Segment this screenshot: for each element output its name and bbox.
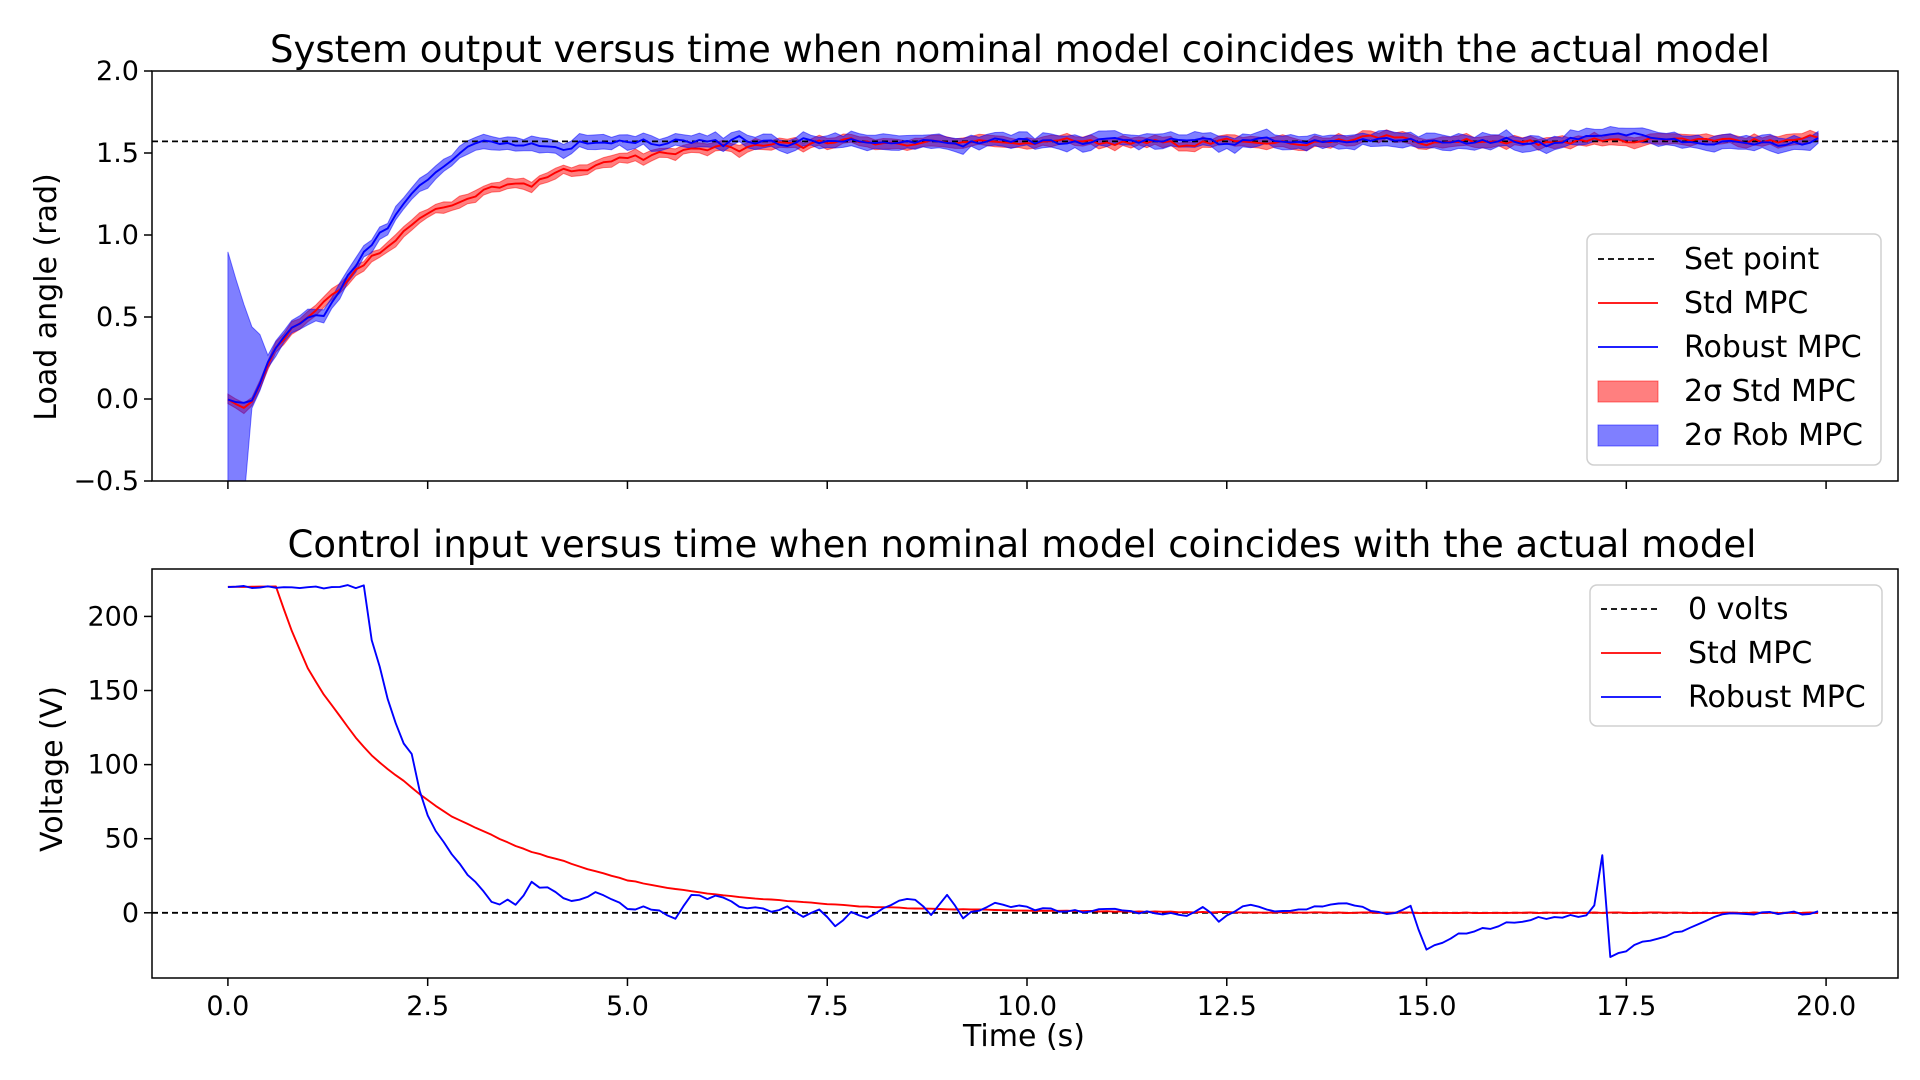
bottom-y-tick-label: 50 — [105, 824, 139, 855]
bottom-robust-mpc-line — [227, 584, 1819, 958]
legend-robust-label: Robust MPC — [1684, 330, 1862, 365]
legend-zero-label: 0 volts — [1688, 592, 1788, 627]
bottom-y-axis-label: Voltage (V) — [35, 686, 70, 852]
top-legend: Set point Std MPC Robust MPC 2σ Std MPC … — [1586, 233, 1882, 466]
bottom-y-tick-label: 100 — [87, 750, 139, 781]
bottom-chart-title: Control input versus time when nominal m… — [288, 523, 1757, 566]
bottom-x-tick-label: 0.0 — [206, 991, 249, 1022]
top-y-tick-label: 0.0 — [96, 384, 139, 415]
top-clipped-group — [152, 125, 1898, 481]
top-y-tick-label: 1.0 — [96, 220, 139, 251]
top-robust-mpc-line — [227, 132, 1819, 404]
bottom-x-axis-label: Time (s) — [962, 1019, 1085, 1054]
legend-std-band-label: 2σ Std MPC — [1684, 374, 1856, 409]
top-y-tick-label: 2.0 — [96, 56, 139, 87]
bottom-x-tick-label: 5.0 — [606, 991, 649, 1022]
top-y-tick-label: 1.5 — [96, 138, 139, 169]
bottom-x-tick-label: 12.5 — [1197, 991, 1257, 1022]
top-panel: System output versus time when nominal m… — [29, 28, 1899, 497]
top-chart-title: System output versus time when nominal m… — [270, 28, 1770, 71]
top-y-tick-label: −0.5 — [73, 466, 139, 497]
legend-rob-band-swatch — [1597, 424, 1659, 447]
bottom-x-tick-label: 20.0 — [1796, 991, 1856, 1022]
bottom-clipped-group — [152, 584, 1898, 958]
legend-setpoint-label: Set point — [1684, 242, 1820, 277]
bottom-std-mpc-line — [227, 585, 1819, 915]
bottom-legend-box — [1589, 584, 1883, 727]
top-rob-band — [227, 125, 1819, 481]
top-y-axis-label: Load angle (rad) — [29, 173, 64, 420]
bottom-x-tick-label: 7.5 — [806, 991, 849, 1022]
bottom-x-tick-label: 10.0 — [997, 991, 1057, 1022]
top-y-tick-label: 0.5 — [96, 302, 139, 333]
top-ticks: −0.5 0.0 0.5 1.0 1.5 2.0 — [73, 56, 1827, 497]
bottom-x-tick-label: 17.5 — [1596, 991, 1656, 1022]
bottom-y-tick-label: 200 — [87, 601, 139, 632]
bottom-legend: 0 volts Std MPC Robust MPC — [1589, 584, 1883, 727]
top-std-mpc-line — [227, 134, 1819, 409]
bottom-y-tick-label: 0 — [122, 898, 139, 929]
bottom-x-tick-label: 15.0 — [1396, 991, 1456, 1022]
top-std-band — [227, 129, 1819, 415]
bottom-ticks: 0.0 2.5 5.0 7.5 10.0 12.5 15.0 17.5 20.0 0 50 100 15… — [87, 601, 1856, 1022]
bottom-axes-frame — [151, 568, 1899, 979]
top-legend-box — [1586, 233, 1882, 466]
legend-std-label: Std MPC — [1684, 286, 1808, 321]
bottom-plot-area — [152, 584, 1898, 958]
legend-std-band-swatch — [1597, 380, 1659, 403]
top-plot-area — [152, 125, 1898, 481]
bottom-x-tick-label: 2.5 — [406, 991, 449, 1022]
top-axes-frame — [151, 70, 1899, 482]
legend-robust-label-bottom: Robust MPC — [1688, 680, 1866, 715]
legend-std-label-bottom: Std MPC — [1688, 636, 1812, 671]
bottom-panel: Control input versus time when nominal m… — [35, 523, 1899, 1054]
legend-rob-band-label: 2σ Rob MPC — [1684, 418, 1863, 453]
bottom-y-tick-label: 150 — [87, 676, 139, 707]
